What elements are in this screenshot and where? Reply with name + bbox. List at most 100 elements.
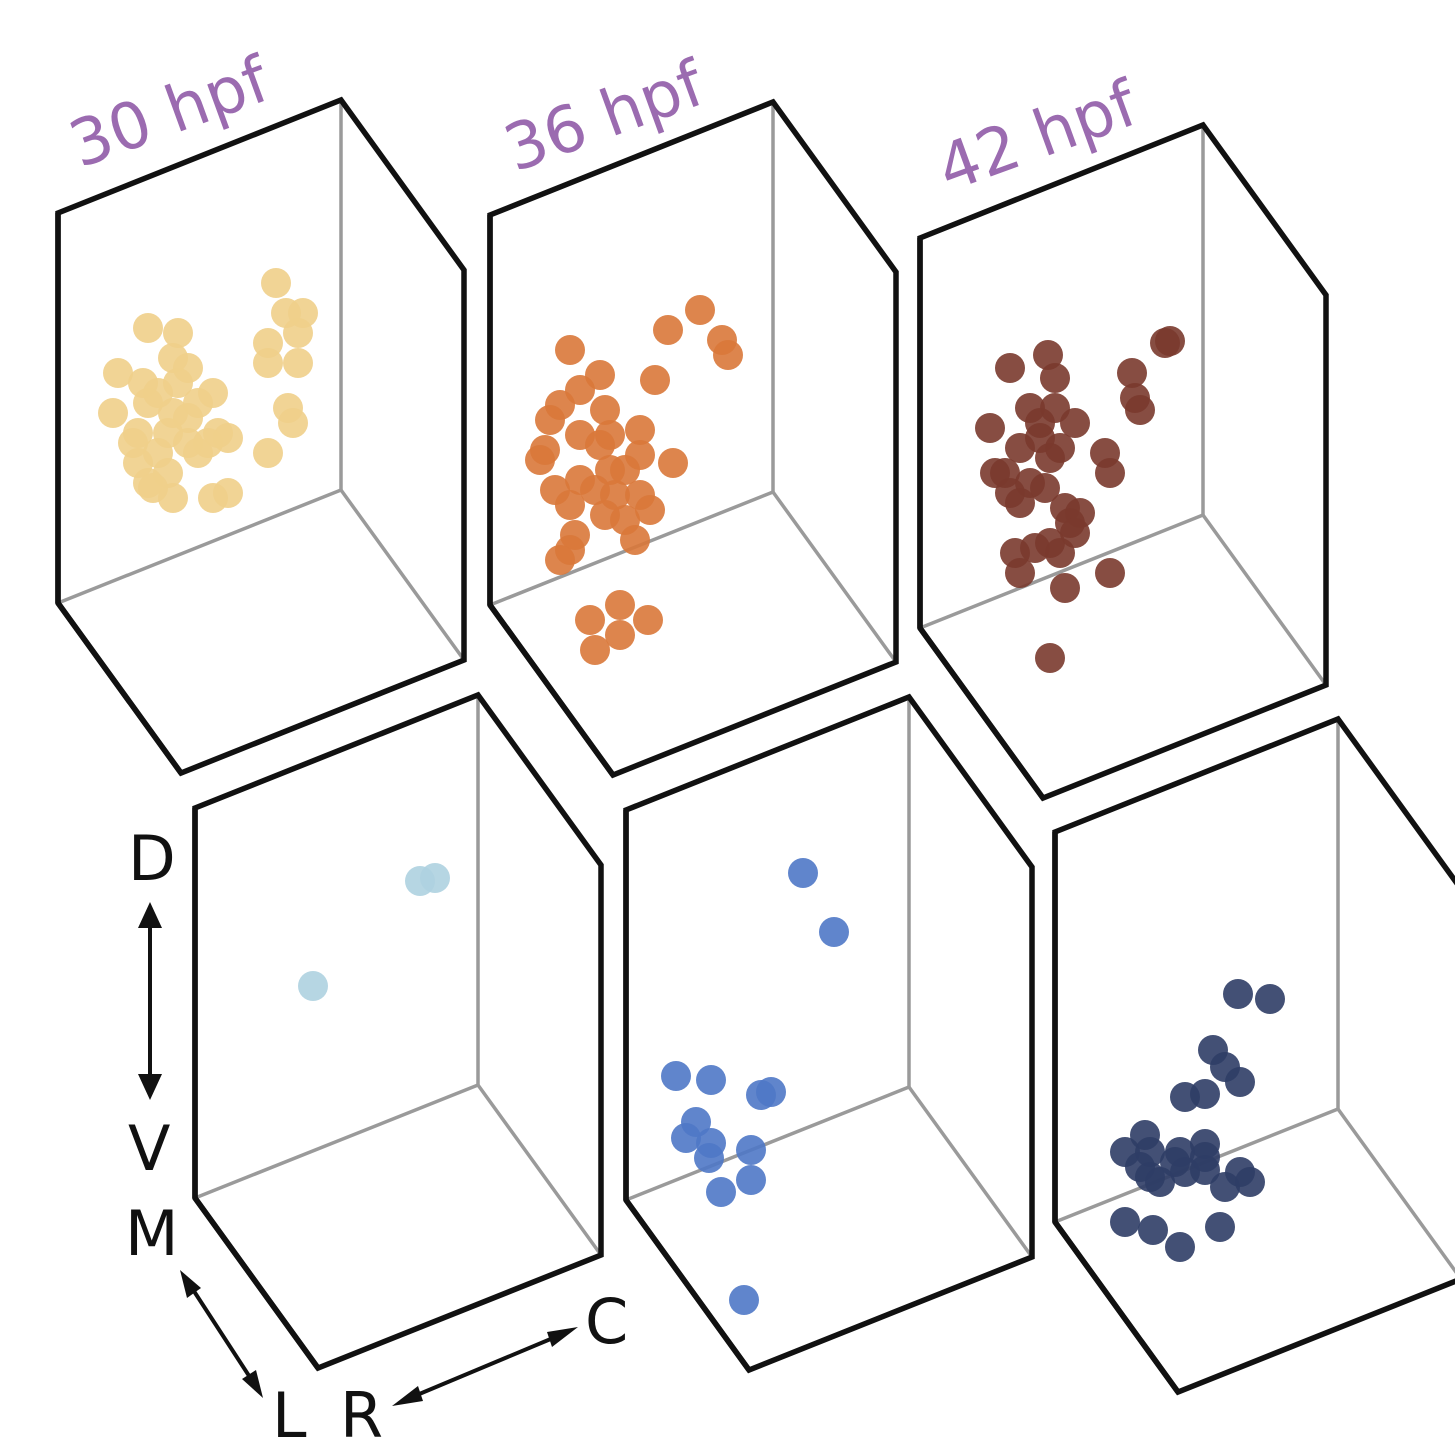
cell-dot	[1045, 538, 1075, 568]
cell-dot	[163, 318, 193, 348]
cell-dot	[278, 408, 308, 438]
timepoint-label-36hpf: 36 hpf	[495, 47, 715, 187]
cell-dot	[1190, 1079, 1220, 1109]
cell-dot	[1235, 1167, 1265, 1197]
scatter-box-top-2	[917, 121, 1329, 802]
cell-dot	[1005, 558, 1035, 588]
cell-dot	[1117, 358, 1147, 388]
cell-dot	[535, 405, 565, 435]
cell-dot	[103, 358, 133, 388]
cell-dot	[1050, 573, 1080, 603]
box-floor-edge	[1336, 1107, 1455, 1274]
cell-dot	[143, 378, 173, 408]
cell-dot	[1040, 363, 1070, 393]
scatter-box-bottom-2	[1052, 715, 1455, 1396]
cell-dot	[298, 971, 328, 1001]
cell-dot	[555, 335, 585, 365]
cell-dot	[685, 295, 715, 325]
cell-dot	[975, 413, 1005, 443]
axis-label-medial: M	[125, 1197, 179, 1270]
cell-dot	[736, 1135, 766, 1165]
box-floor-edge	[339, 488, 466, 662]
cell-dot	[253, 438, 283, 468]
cell-dot	[545, 545, 575, 575]
cell-dot	[640, 365, 670, 395]
cell-dot	[1005, 488, 1035, 518]
axis-label-rostral: R	[340, 1379, 383, 1452]
cell-dot	[580, 635, 610, 665]
box-floor-edge	[625, 1085, 910, 1202]
cell-dot	[590, 395, 620, 425]
cell-dot	[1035, 643, 1065, 673]
cell-dot	[756, 1077, 786, 1107]
cell-dot	[1035, 443, 1065, 473]
axis-label-lateral: L	[272, 1379, 307, 1452]
cell-dot	[198, 378, 228, 408]
box-bottom-edge	[55, 601, 184, 775]
cell-dot	[788, 858, 818, 888]
box-floor-edge	[771, 490, 898, 664]
cell-dot	[995, 353, 1025, 383]
rostral-caudal-arrow	[404, 1331, 566, 1402]
box-floor-edge	[194, 1083, 479, 1200]
cell-dot	[694, 1143, 724, 1173]
axis-label-ventral: V	[128, 1112, 170, 1185]
cell-dot	[1225, 1067, 1255, 1097]
cell-dot	[405, 866, 435, 896]
cell-dot	[1255, 984, 1285, 1014]
ml-arrowhead-bottom	[242, 1370, 263, 1398]
box-bottom-edge	[623, 1198, 752, 1372]
cell-dot	[729, 1285, 759, 1315]
cell-dot	[671, 1123, 701, 1153]
cell-dot	[158, 483, 188, 513]
cell-dot	[1150, 328, 1180, 358]
cell-dot	[1030, 473, 1060, 503]
box-outline	[192, 691, 604, 1372]
rc-arrowhead-right	[547, 1327, 578, 1347]
dv-arrowhead-down	[138, 1074, 162, 1100]
cell-dot	[283, 318, 313, 348]
medial-lateral-arrow	[186, 1280, 257, 1387]
cell-dot	[585, 430, 615, 460]
timepoint-label-30hpf: 30 hpf	[60, 43, 280, 183]
box-bottom-edge	[487, 603, 616, 777]
axis-label-dorsal: D	[128, 822, 176, 895]
cell-dot	[1223, 979, 1253, 1009]
cell-dot	[819, 917, 849, 947]
cell-dot	[173, 403, 203, 433]
cell-dot	[98, 398, 128, 428]
cell-dot	[555, 490, 585, 520]
cell-dot	[633, 605, 663, 635]
cell-dot	[713, 340, 743, 370]
box-bottom-edge	[192, 1196, 321, 1370]
cell-dot	[696, 1065, 726, 1095]
cell-dot	[575, 605, 605, 635]
cell-dot	[525, 445, 555, 475]
box-floor-edge	[919, 513, 1204, 630]
cell-dot	[1095, 558, 1125, 588]
cell-dot	[1060, 408, 1090, 438]
cell-dot	[1005, 433, 1035, 463]
scatter-box-bottom-1	[623, 693, 1035, 1374]
cell-dot	[605, 620, 635, 650]
box-outline	[917, 121, 1329, 802]
cell-dot	[1210, 1172, 1240, 1202]
cell-dot	[706, 1177, 736, 1207]
cell-dot	[661, 1061, 691, 1091]
cell-dot	[1205, 1212, 1235, 1242]
box-outline	[623, 693, 1035, 1374]
box-bottom-edge	[1052, 1220, 1181, 1394]
cell-dot	[283, 348, 313, 378]
cell-dot	[1033, 340, 1063, 370]
cell-dot	[610, 455, 640, 485]
dv-arrowhead-up	[138, 902, 162, 928]
scatter-box-top-1	[487, 98, 899, 779]
timepoint-label-42hpf: 42 hpf	[928, 67, 1148, 207]
cell-dot	[1138, 1215, 1168, 1245]
scatter-box-top-0	[55, 96, 467, 777]
cell-dot	[1110, 1207, 1140, 1237]
cell-dot	[1095, 458, 1125, 488]
cell-dot	[1125, 395, 1155, 425]
box-floor-edge	[57, 488, 342, 605]
cell-dot	[653, 315, 683, 345]
